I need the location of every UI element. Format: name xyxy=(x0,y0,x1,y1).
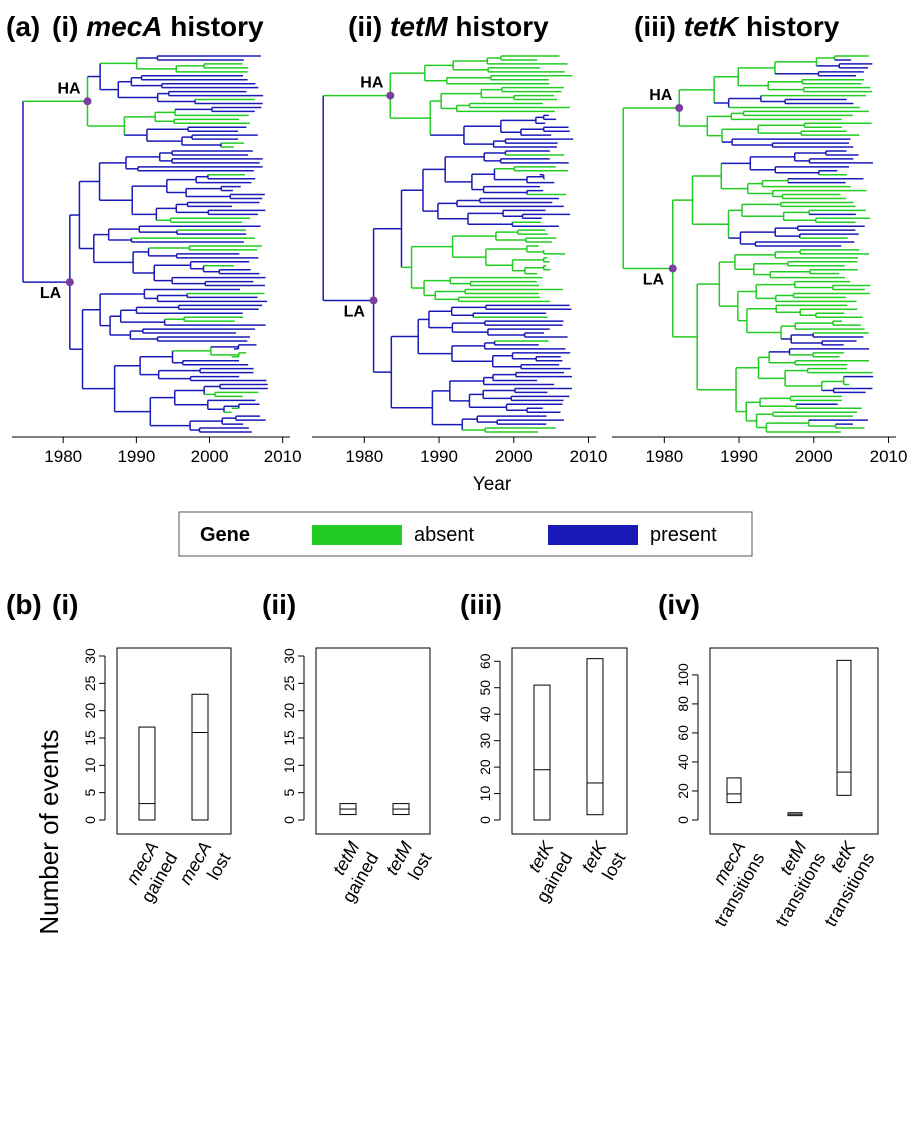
y-tick-label: 15 xyxy=(281,730,297,746)
y-tick-label: 0 xyxy=(477,816,493,824)
node-label-ha: HA xyxy=(58,80,82,97)
boxplot-panel-3: 0 10 20 30 40 50 60 tetKgained tetKlost xyxy=(477,647,630,906)
panel-a-i-title: (i) mecA history xyxy=(52,11,264,42)
node-label-la: LA xyxy=(643,271,665,288)
plot-frame xyxy=(709,647,879,835)
x-tick-label: 2000 xyxy=(191,447,229,466)
y-tick-label: 5 xyxy=(82,789,98,797)
category-label: tetKgained xyxy=(513,837,577,906)
node-marker xyxy=(83,97,92,106)
node-label-ha: HA xyxy=(649,87,673,104)
x-tick-label: 1980 xyxy=(645,447,683,466)
node-marker xyxy=(668,264,677,273)
y-tick-label: 0 xyxy=(82,816,98,824)
panel-b-ii-label: (ii) xyxy=(262,589,296,620)
y-tick-label: 30 xyxy=(82,648,98,664)
y-tick-label: 30 xyxy=(281,648,297,664)
panel-b-i-label: (i) xyxy=(52,589,78,620)
x-tick-label: 2010 xyxy=(570,447,608,466)
y-tick-label: 20 xyxy=(477,759,493,775)
tree-tetK: HA LA 1980 1990 2000 2010 xyxy=(612,55,908,466)
box xyxy=(726,777,742,804)
legend-title: Gene xyxy=(200,524,250,546)
node-label-ha: HA xyxy=(360,75,384,92)
box xyxy=(586,658,604,816)
plot-frame xyxy=(116,647,232,835)
boxplot-panel-4: 0 20 40 60 80 100 mecAtransitions tetMtransitio… xyxy=(675,647,879,930)
box xyxy=(191,693,209,821)
panel-b-iv-label: (iv) xyxy=(658,589,700,620)
y-tick-label: 5 xyxy=(281,789,297,797)
plot-frame xyxy=(511,647,628,835)
category-label: tetMlost xyxy=(382,838,436,889)
tree-tetM: HA LA 1980 1990 2000 2010 xyxy=(312,55,608,466)
box xyxy=(138,726,156,821)
y-tick-label: 25 xyxy=(82,675,98,691)
y-tick-label: 60 xyxy=(675,725,691,741)
boxplot-panel-2: 0 5 10 15 20 25 30 tetMgained tetMlost xyxy=(281,647,436,906)
y-axis-title: Number of events xyxy=(34,729,64,934)
y-tick-label: 20 xyxy=(281,703,297,719)
y-tick-label: 0 xyxy=(281,816,297,824)
panel-a-label: (a) xyxy=(6,11,40,42)
y-tick-label: 60 xyxy=(477,653,493,669)
category-label: mecAlost xyxy=(175,838,234,899)
x-tick-label: 2000 xyxy=(795,447,833,466)
x-tick-label: 1990 xyxy=(117,447,155,466)
node-marker xyxy=(386,91,395,100)
panel-a-iii-title: (iii) tetK history xyxy=(634,11,840,42)
x-axis-title: Year xyxy=(473,474,512,495)
box xyxy=(533,684,551,821)
node-marker xyxy=(675,103,684,112)
x-tick-label: 2000 xyxy=(495,447,533,466)
legend-swatch-present xyxy=(548,525,638,545)
y-tick-label: 10 xyxy=(281,757,297,773)
y-tick-label: 40 xyxy=(477,706,493,722)
node-label-la: LA xyxy=(40,285,62,302)
panel-b-iii-label: (iii) xyxy=(460,589,502,620)
legend-box xyxy=(178,511,753,557)
category-label: tetKlost xyxy=(577,837,630,887)
node-label-la: LA xyxy=(344,303,366,320)
y-tick-label: 20 xyxy=(675,783,691,799)
panel-a-ii-title: (ii) tetM history xyxy=(348,11,549,42)
legend-label-absent: absent xyxy=(414,524,474,546)
y-tick-label: 30 xyxy=(477,733,493,749)
tree-mecA: HA LA 1980 1990 2000 2010 xyxy=(12,55,302,466)
node-marker xyxy=(65,278,74,287)
plot-frame xyxy=(315,647,431,835)
x-tick-label: 1990 xyxy=(420,447,458,466)
category-label: tetMtransitions xyxy=(752,838,829,930)
category-label: tetMgained xyxy=(319,838,382,906)
y-tick-label: 40 xyxy=(675,754,691,770)
x-tick-label: 2010 xyxy=(870,447,908,466)
y-tick-label: 25 xyxy=(281,675,297,691)
y-tick-label: 20 xyxy=(82,703,98,719)
y-tick-label: 100 xyxy=(675,663,691,687)
legend-label-present: present xyxy=(650,524,717,546)
category-label: mecAgained xyxy=(118,838,181,906)
y-tick-label: 80 xyxy=(675,696,691,712)
y-tick-label: 10 xyxy=(477,786,493,802)
x-tick-label: 2010 xyxy=(264,447,302,466)
x-tick-label: 1980 xyxy=(345,447,383,466)
legend: Gene absent present xyxy=(178,511,753,557)
legend-swatch-absent xyxy=(312,525,402,545)
x-tick-label: 1980 xyxy=(44,447,82,466)
panel-b-label: (b) xyxy=(6,589,42,620)
y-tick-label: 15 xyxy=(82,730,98,746)
y-tick-label: 10 xyxy=(82,757,98,773)
category-label: mecAtransitions xyxy=(691,838,768,930)
y-tick-label: 50 xyxy=(477,680,493,696)
y-tick-label: 0 xyxy=(675,816,691,824)
node-marker xyxy=(369,296,378,305)
x-tick-label: 1990 xyxy=(720,447,758,466)
box xyxy=(836,659,852,796)
